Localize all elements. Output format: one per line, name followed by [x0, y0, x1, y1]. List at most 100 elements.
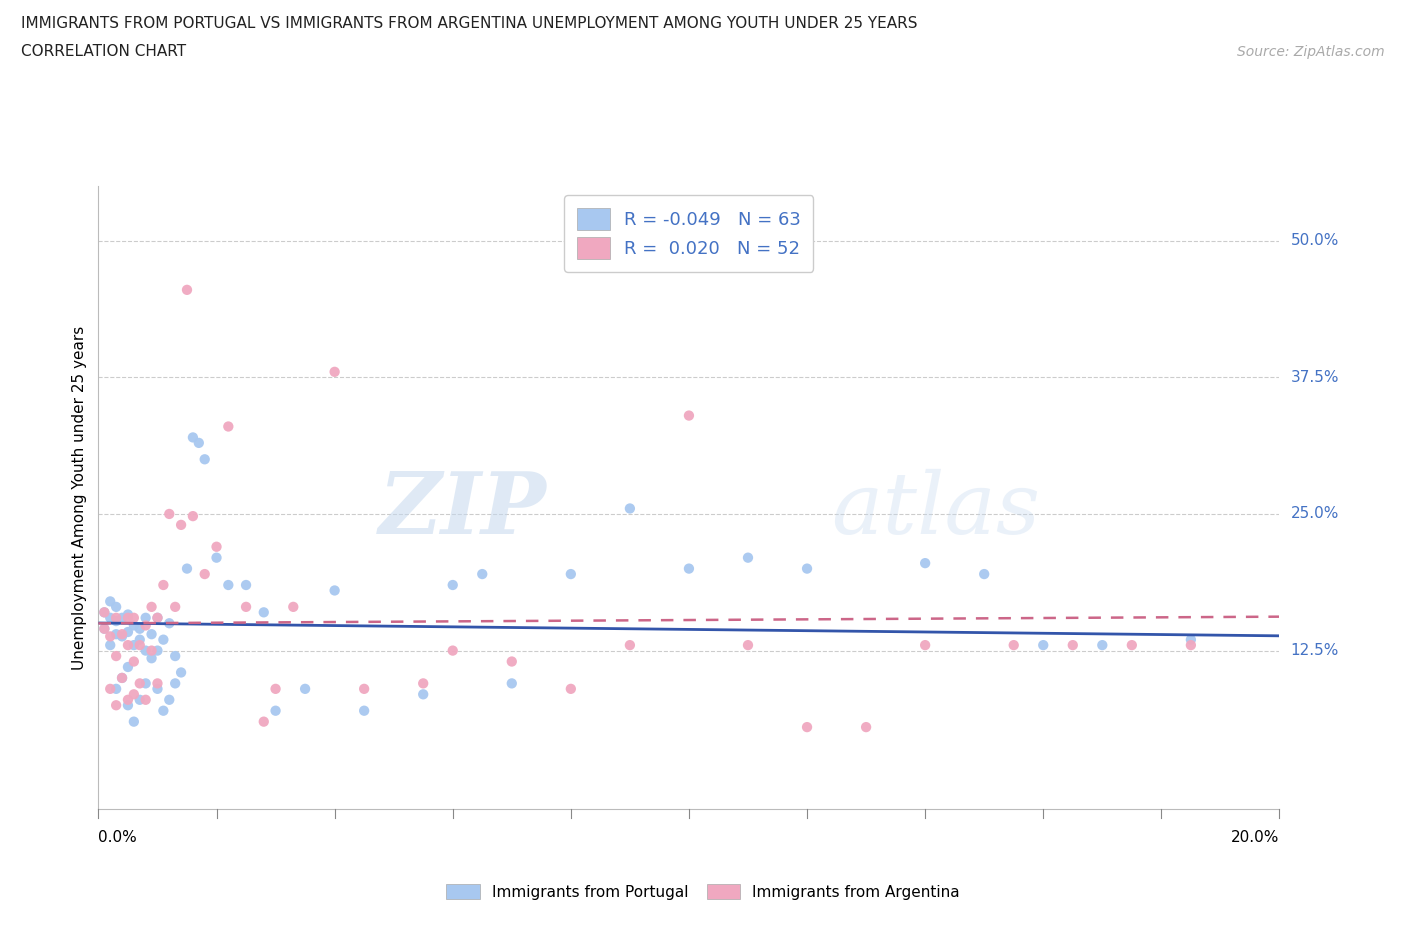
Point: [737, 551, 759, 565]
Point: [98, 638, 121, 653]
Point: [855, 720, 877, 735]
Point: [135, 618, 157, 633]
Point: [165, 600, 187, 615]
Point: [98, 629, 121, 644]
Point: [678, 408, 700, 423]
Point: [973, 566, 995, 581]
Legend: Immigrants from Portugal, Immigrants from Argentina: Immigrants from Portugal, Immigrants fro…: [440, 877, 966, 906]
Point: [146, 610, 169, 625]
Point: [353, 682, 375, 697]
Point: [122, 654, 145, 669]
Point: [98, 594, 121, 609]
Point: [111, 629, 134, 644]
Point: [181, 430, 204, 445]
Y-axis label: Unemployment Among Youth under 25 years: Unemployment Among Youth under 25 years: [72, 326, 87, 670]
Point: [98, 610, 121, 625]
Point: [93, 621, 115, 636]
Point: [205, 539, 228, 554]
Point: [93, 604, 115, 619]
Legend: R = -0.049   N = 63, R =  0.020   N = 52: R = -0.049 N = 63, R = 0.020 N = 52: [564, 195, 814, 272]
Point: [105, 610, 128, 625]
Point: [146, 610, 169, 625]
Point: [323, 365, 346, 379]
Point: [157, 507, 180, 522]
Point: [165, 676, 187, 691]
Point: [914, 638, 936, 653]
Point: [441, 644, 464, 658]
Text: 37.5%: 37.5%: [1291, 370, 1339, 385]
Point: [128, 676, 150, 691]
Point: [176, 283, 198, 298]
Point: [117, 698, 139, 712]
Point: [93, 621, 115, 636]
Point: [560, 566, 582, 581]
Point: [194, 452, 217, 467]
Point: [122, 714, 145, 729]
Point: [187, 435, 209, 450]
Point: [264, 703, 287, 718]
Point: [105, 682, 128, 697]
Point: [117, 610, 139, 625]
Point: [146, 682, 169, 697]
Point: [796, 561, 818, 576]
Point: [128, 692, 150, 707]
Point: [294, 682, 316, 697]
Point: [141, 651, 163, 666]
Point: [1180, 638, 1202, 653]
Point: [264, 682, 287, 697]
Point: [117, 625, 139, 640]
Text: 50.0%: 50.0%: [1291, 233, 1339, 248]
Point: [1091, 638, 1114, 653]
Point: [105, 698, 128, 712]
Point: [135, 610, 157, 625]
Point: [560, 682, 582, 697]
Point: [141, 600, 163, 615]
Point: [1032, 638, 1054, 653]
Point: [194, 566, 217, 581]
Point: [122, 618, 145, 633]
Point: [678, 561, 700, 576]
Point: [217, 419, 239, 434]
Point: [176, 561, 198, 576]
Point: [111, 671, 134, 685]
Point: [1002, 638, 1025, 653]
Point: [105, 614, 128, 629]
Point: [141, 644, 163, 658]
Point: [501, 654, 523, 669]
Point: [117, 692, 139, 707]
Point: [117, 607, 139, 622]
Point: [111, 610, 134, 625]
Text: ZIP: ZIP: [380, 469, 547, 551]
Point: [93, 604, 115, 619]
Point: [283, 600, 305, 615]
Point: [170, 517, 193, 532]
Point: [135, 692, 157, 707]
Point: [235, 600, 257, 615]
Point: [122, 687, 145, 702]
Point: [181, 509, 204, 524]
Point: [105, 600, 128, 615]
Point: [796, 720, 818, 735]
Point: [170, 665, 193, 680]
Point: [157, 616, 180, 631]
Point: [146, 676, 169, 691]
Point: [152, 578, 174, 592]
Point: [165, 648, 187, 663]
Point: [1180, 632, 1202, 647]
Point: [105, 627, 128, 642]
Point: [111, 627, 134, 642]
Point: [122, 610, 145, 625]
Point: [157, 692, 180, 707]
Point: [235, 578, 257, 592]
Text: 25.0%: 25.0%: [1291, 507, 1339, 522]
Point: [135, 644, 157, 658]
Point: [619, 501, 641, 516]
Point: [146, 644, 169, 658]
Point: [501, 676, 523, 691]
Point: [1121, 638, 1143, 653]
Point: [253, 604, 276, 619]
Text: IMMIGRANTS FROM PORTUGAL VS IMMIGRANTS FROM ARGENTINA UNEMPLOYMENT AMONG YOUTH U: IMMIGRANTS FROM PORTUGAL VS IMMIGRANTS F…: [21, 16, 918, 31]
Point: [217, 578, 239, 592]
Point: [441, 578, 464, 592]
Point: [1062, 638, 1084, 653]
